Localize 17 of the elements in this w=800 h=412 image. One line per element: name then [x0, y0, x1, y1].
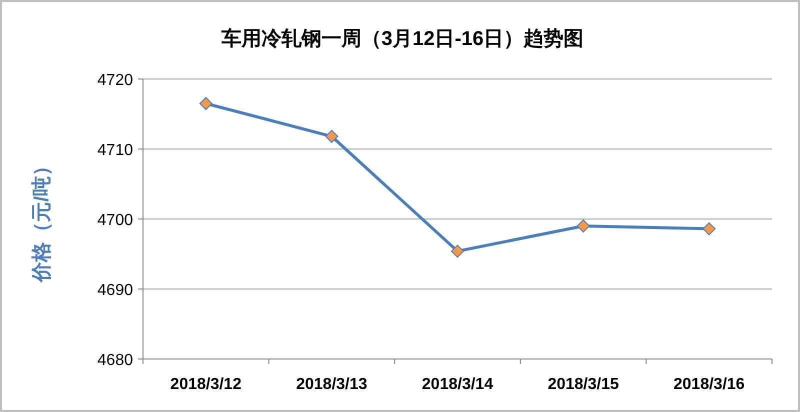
y-tick-label: 4720: [97, 72, 134, 89]
x-tick-label: 2018/3/16: [674, 376, 745, 393]
point: [325, 130, 338, 143]
x-tick-label: 2018/3/14: [422, 376, 494, 393]
point: [702, 222, 716, 236]
point: [199, 97, 212, 110]
y-tick-label: 4700: [97, 212, 134, 229]
y-tick-label: 4680: [97, 352, 134, 369]
x-tick-label: 2018/3/13: [296, 376, 368, 393]
point: [576, 220, 590, 232]
x-tick-label: 2018/3/15: [548, 376, 619, 393]
y-tick-label: 4710: [97, 142, 134, 159]
point: [451, 244, 464, 258]
y-axis-title: 价格（元/吨）: [31, 156, 53, 283]
y-tick-label: 4690: [97, 282, 134, 299]
x-tick-label: 2018/3/12: [170, 376, 242, 393]
chart-title: 车用冷轧钢一周（3月12日-16日）趋势图: [220, 27, 584, 50]
